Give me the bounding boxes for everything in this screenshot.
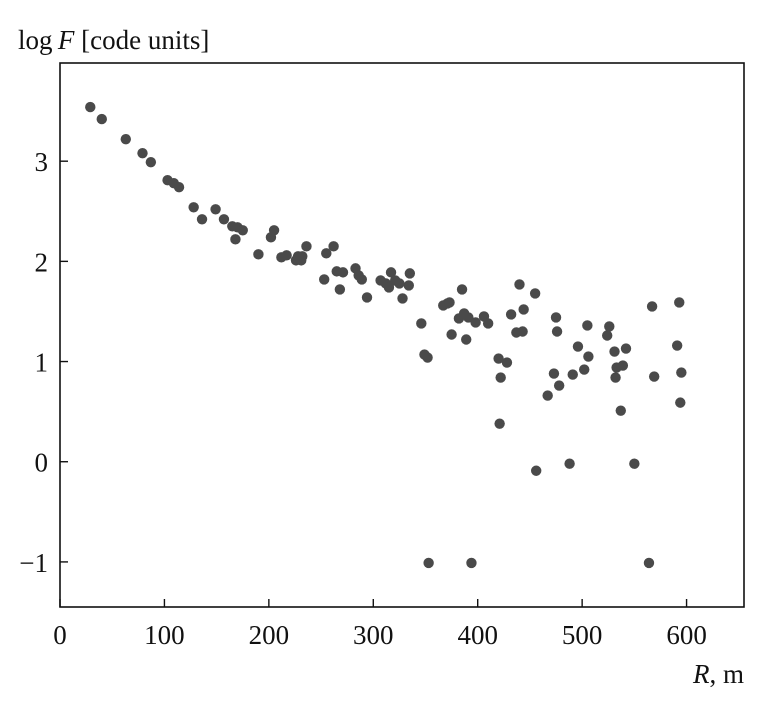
data-point xyxy=(120,133,131,145)
data-point xyxy=(675,397,686,408)
data-point xyxy=(416,318,427,329)
data-point xyxy=(582,320,593,331)
data-point xyxy=(210,204,221,215)
data-point xyxy=(548,368,560,379)
data-point xyxy=(218,214,230,225)
y-tick-label: 2 xyxy=(35,247,49,277)
x-tick-label: 200 xyxy=(249,620,290,650)
data-point xyxy=(268,225,280,236)
data-point xyxy=(648,371,660,382)
data-point xyxy=(517,326,528,337)
data-point xyxy=(542,390,553,401)
data-point xyxy=(361,292,373,303)
data-point xyxy=(444,297,455,308)
data-point xyxy=(551,326,563,337)
data-point xyxy=(456,284,468,295)
x-tick-label: 400 xyxy=(457,620,498,650)
data-point xyxy=(404,268,416,279)
data-point xyxy=(564,458,575,469)
data-point xyxy=(617,360,629,371)
data-point xyxy=(583,351,594,362)
x-tick-label: 600 xyxy=(666,620,707,650)
data-point xyxy=(615,405,626,416)
data-point xyxy=(188,202,199,213)
data-point xyxy=(403,280,414,291)
data-point xyxy=(356,274,367,285)
data-point xyxy=(567,369,578,380)
data-point xyxy=(397,293,408,304)
data-point xyxy=(629,458,640,469)
data-point xyxy=(422,352,433,363)
x-axis-title: R, m xyxy=(692,659,744,689)
data-point xyxy=(96,113,107,125)
data-point xyxy=(671,340,683,351)
data-point xyxy=(674,297,685,308)
data-point xyxy=(145,156,157,168)
data-point xyxy=(553,380,565,391)
data-point xyxy=(463,312,474,323)
y-tick-label: 0 xyxy=(35,448,49,478)
data-point xyxy=(461,334,472,345)
data-point xyxy=(466,557,477,569)
data-point xyxy=(602,330,613,341)
data-point xyxy=(514,279,525,290)
data-point xyxy=(501,357,513,368)
data-point xyxy=(446,329,457,340)
data-point xyxy=(529,288,541,299)
data-point xyxy=(301,241,312,252)
data-point xyxy=(383,282,395,293)
y-tick-label: −1 xyxy=(19,548,48,578)
data-point xyxy=(196,214,208,225)
x-tick-label: 500 xyxy=(562,620,603,650)
axis-ticks: 0 100 200 300 400 500 600 −1 0 1 2 3 xyxy=(19,147,707,650)
data-point xyxy=(385,267,397,278)
data-point xyxy=(550,312,562,323)
data-point xyxy=(676,367,687,378)
y-tick-label: 1 xyxy=(35,348,49,378)
data-point xyxy=(604,321,615,332)
data-point xyxy=(530,465,542,476)
data-point xyxy=(321,248,332,259)
data-point xyxy=(137,147,148,159)
data-point xyxy=(482,318,494,329)
x-tick-label: 0 xyxy=(53,620,67,650)
data-point xyxy=(493,353,504,364)
data-point xyxy=(237,225,248,236)
data-point xyxy=(620,343,632,354)
data-points xyxy=(85,101,687,569)
data-point xyxy=(334,284,346,295)
data-point xyxy=(253,249,264,260)
data-point xyxy=(643,557,655,569)
data-point xyxy=(230,234,241,245)
x-tick-label: 100 xyxy=(144,620,185,650)
data-point xyxy=(319,274,330,285)
data-point xyxy=(85,101,96,113)
data-point xyxy=(337,267,349,278)
data-point xyxy=(423,557,434,569)
data-point xyxy=(505,309,517,320)
data-point xyxy=(470,317,481,328)
data-point xyxy=(494,418,505,429)
data-point xyxy=(297,251,308,262)
data-point xyxy=(609,346,620,357)
data-point xyxy=(495,372,506,383)
data-point xyxy=(281,250,292,261)
data-point xyxy=(518,304,529,315)
data-point xyxy=(579,364,590,375)
x-tick-label: 300 xyxy=(353,620,394,650)
data-point xyxy=(572,341,584,352)
y-axis-title: log F [code units] xyxy=(18,25,209,55)
data-point xyxy=(328,241,339,252)
y-tick-label: 3 xyxy=(35,147,49,177)
data-point xyxy=(646,301,658,312)
data-point xyxy=(610,372,621,383)
data-point xyxy=(394,278,405,289)
data-point xyxy=(173,182,185,193)
plot-frame xyxy=(59,62,745,608)
